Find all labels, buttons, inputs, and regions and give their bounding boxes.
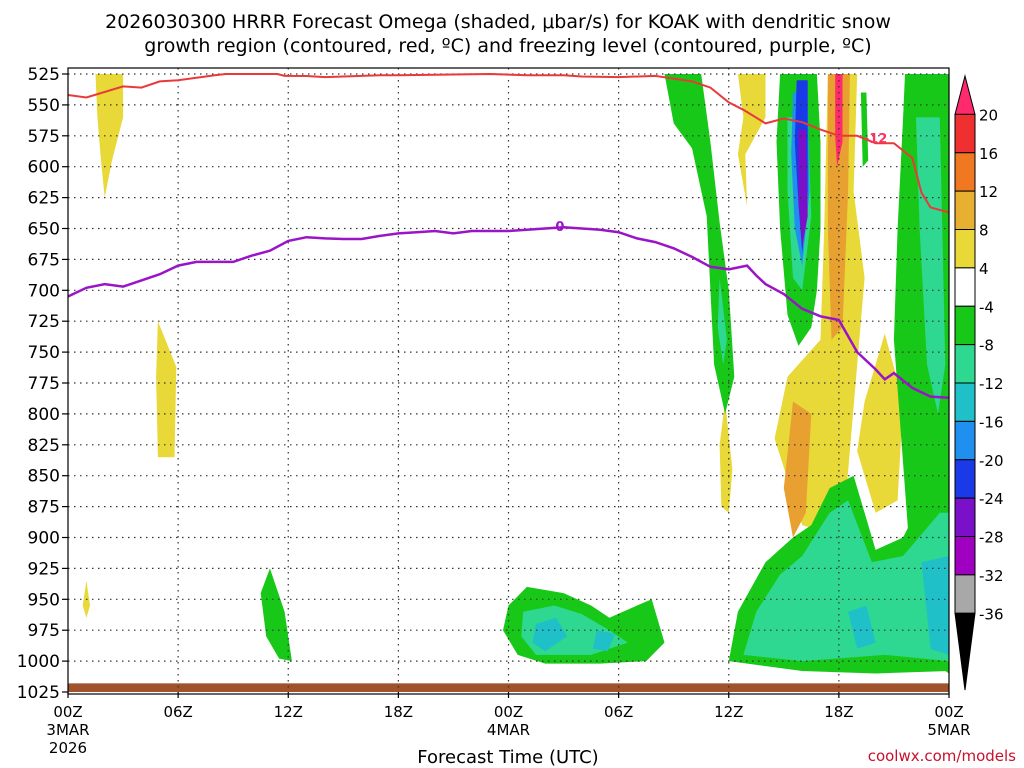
omega-region-1 [156, 321, 177, 458]
legend-swatch-12 [954, 536, 976, 576]
terrain-band [68, 683, 949, 692]
legend-swatch-6 [954, 305, 976, 346]
chart-title-line-2: growth region (contoured, red, ºC) and f… [144, 35, 871, 57]
y-tick-label-975: 975 [28, 621, 60, 641]
legend-label-2: 12 [979, 183, 998, 201]
legend-label-8: -16 [979, 413, 1004, 431]
x-date-label-0: 3MAR [46, 721, 89, 739]
y-tick-label-600: 600 [28, 158, 60, 178]
legend-label-4: 4 [979, 260, 989, 278]
y-tick-label-1000: 1000 [17, 652, 60, 672]
legend-label-0: 20 [979, 106, 998, 124]
omega-region-27 [848, 605, 876, 649]
y-tick-label-875: 875 [28, 498, 60, 518]
legend-label-9: -20 [979, 452, 1004, 470]
legend-label-3: 8 [979, 222, 989, 240]
legend-swatch-5 [954, 267, 976, 307]
omega-region-26 [743, 500, 949, 662]
x-tick-label-24: 00Z [494, 703, 523, 721]
y-tick-label-675: 675 [28, 250, 60, 270]
freezing-level-label: 0 [555, 220, 564, 235]
y-tick-label-625: 625 [28, 189, 60, 209]
omega-region-3 [719, 401, 733, 513]
y-tick-label-900: 900 [28, 529, 60, 549]
legend-label-7: -12 [979, 375, 1004, 393]
x-tick-label-0: 00Z [53, 703, 82, 721]
dgz-label: -12 [864, 132, 888, 147]
plot-area: -12 0 [67, 67, 950, 695]
legend-label-6: -8 [979, 337, 994, 355]
legend-swatch-8 [954, 382, 976, 422]
omega-region-20 [260, 568, 292, 662]
dgz-minus12-line [68, 72, 949, 214]
grid-lines [68, 68, 949, 692]
y-tick-label-650: 650 [28, 220, 60, 240]
x-date-label-48: 5MAR [927, 721, 970, 739]
legend-swatch-2 [954, 152, 976, 192]
chart-title-line-1: 2026030300 HRRR Forecast Omega (shaded, … [105, 11, 891, 33]
x-tick-label-30: 06Z [604, 703, 633, 721]
legend-label-5: -4 [979, 298, 994, 316]
credit-text: coolwx.com/models [868, 747, 1016, 765]
y-tick-label-800: 800 [28, 405, 60, 425]
legend-label-1: 16 [979, 145, 998, 163]
omega-region-10 [664, 74, 735, 414]
legend-swatch-11 [954, 497, 976, 537]
x-tick-label-6: 06Z [163, 703, 192, 721]
legend-bottom-arrow [954, 612, 976, 691]
legend-swatch-1 [954, 113, 976, 154]
y-tick-label-525: 525 [28, 65, 60, 85]
omega-region-19 [860, 92, 869, 167]
omega-region-28 [921, 556, 949, 655]
omega-region-16 [798, 129, 808, 247]
omega-colorbar: 20 16 12 8 4 -4 -8 -12 -16 -20 -24 -28 -32 -36 [954, 74, 1004, 691]
legend-swatch-13 [954, 574, 976, 614]
contour-labels: -12 0 [555, 132, 887, 235]
x-date-label-24: 4MAR [487, 721, 530, 739]
omega-shading [82, 74, 949, 674]
x-tick-label-12: 12Z [274, 703, 303, 721]
legend-label-13: -36 [979, 605, 1004, 623]
omega-region-7 [783, 401, 812, 538]
omega-region-24 [592, 630, 615, 652]
x-axis-label: Forecast Time (UTC) [417, 747, 598, 768]
omega-region-18 [916, 117, 946, 414]
y-tick-label-550: 550 [28, 96, 60, 116]
x-tick-label-42: 18Z [824, 703, 853, 721]
contour-lines [68, 72, 949, 400]
y-tick-label-725: 725 [28, 312, 60, 332]
legend-swatch-3 [954, 190, 976, 230]
pressure-axis: 525 550 575 600 625 650 675 700 725 750 775 800 825 8… [17, 65, 68, 703]
legend-swatch-9 [954, 420, 976, 461]
y-tick-label-750: 750 [28, 343, 60, 363]
legend-label-11: -28 [979, 529, 1004, 547]
freezing-level-line [68, 226, 949, 400]
y-tick-label-850: 850 [28, 467, 60, 487]
y-tick-label-925: 925 [28, 559, 60, 579]
legend-label-10: -24 [979, 490, 1004, 508]
omega-region-9 [835, 74, 843, 167]
x-tick-label-18: 18Z [384, 703, 413, 721]
legend-label-12: -32 [979, 567, 1004, 585]
legend-swatch-4 [954, 229, 976, 269]
legend-swatch-7 [954, 344, 976, 384]
omega-region-8 [857, 333, 904, 513]
legend-swatch-10 [954, 459, 976, 499]
x-tick-label-36: 12Z [714, 703, 743, 721]
x-tick-label-48: 00Z [934, 703, 963, 721]
y-tick-label-1025: 1025 [17, 683, 60, 703]
y-tick-label-950: 950 [28, 590, 60, 610]
y-tick-label-825: 825 [28, 436, 60, 456]
omega-region-4 [737, 74, 766, 207]
y-tick-label-575: 575 [28, 127, 60, 147]
y-tick-label-775: 775 [28, 374, 60, 394]
omega-region-23 [532, 617, 568, 652]
x-year-label-0: 2026 [49, 739, 87, 757]
y-tick-label-700: 700 [28, 281, 60, 301]
